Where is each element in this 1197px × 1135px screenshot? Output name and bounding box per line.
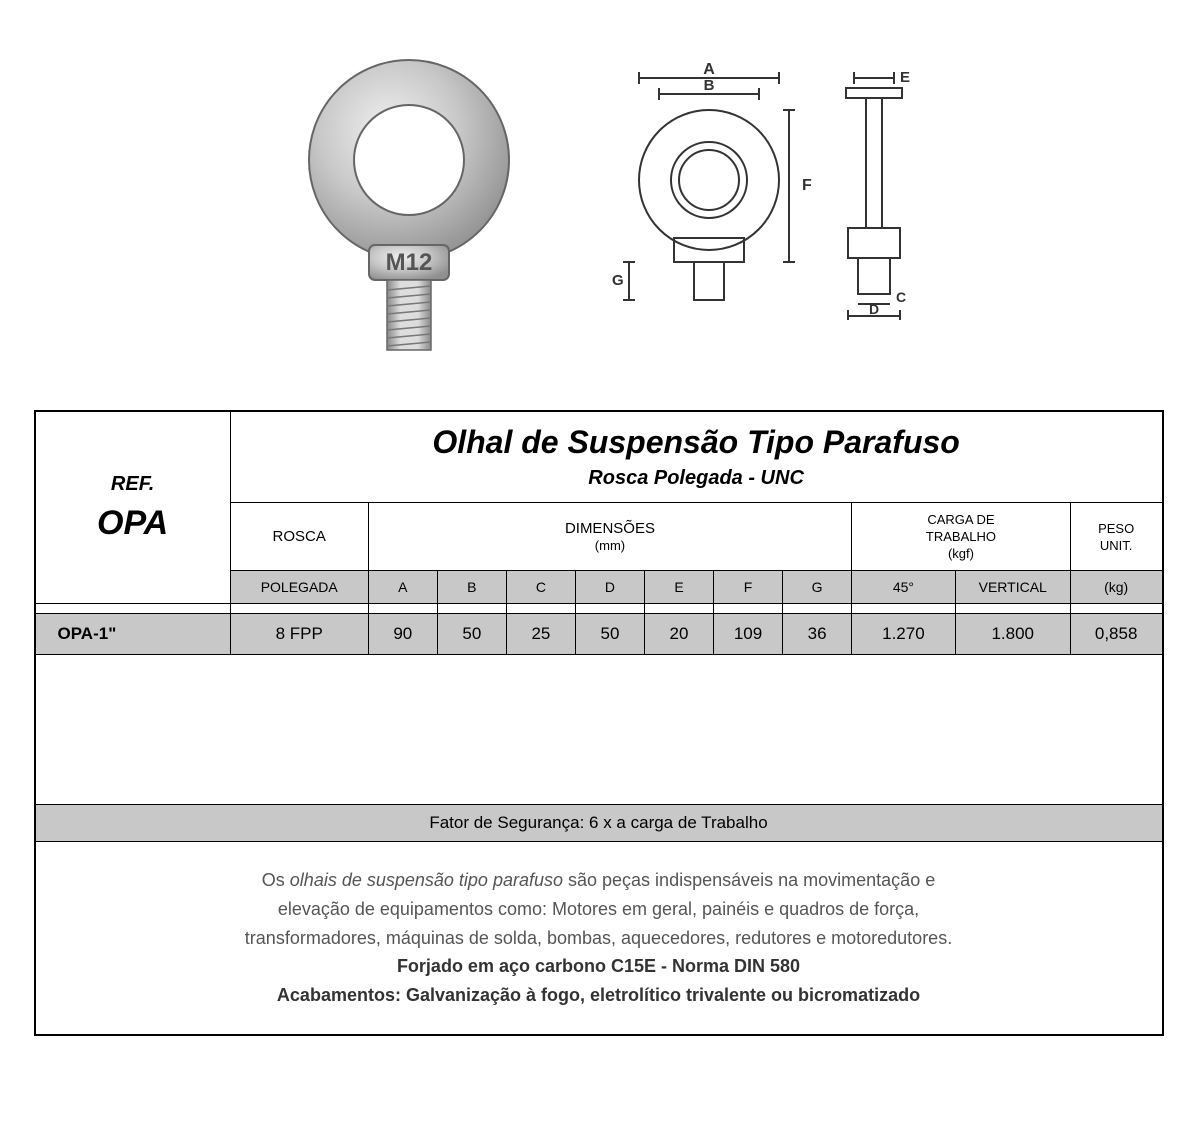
- technical-drawing: A B F G: [604, 60, 924, 320]
- subh-E: E: [644, 571, 713, 604]
- subh-vertical: VERTICAL: [955, 571, 1070, 604]
- cell-vert: 1.800: [955, 614, 1070, 655]
- subh-45: 45°: [852, 571, 956, 604]
- description-row: Os olhais de suspensão tipo parafuso são…: [35, 842, 1163, 1035]
- ref-label: REF.: [46, 473, 220, 496]
- desc-line1a: Os: [262, 870, 290, 890]
- svg-text:B: B: [703, 77, 714, 94]
- cell-peso: 0,858: [1070, 614, 1162, 655]
- product-photo: M12: [274, 40, 544, 360]
- photo-marking: M12: [385, 249, 432, 276]
- svg-text:F: F: [802, 177, 812, 194]
- product-title: Olhal de Suspensão Tipo Parafuso: [243, 424, 1150, 461]
- cell-A: 90: [368, 614, 437, 655]
- desc-line5: Acabamentos: Galvanização à fogo, eletro…: [277, 985, 920, 1005]
- desc-line1b: olhais de suspensão tipo parafuso: [290, 870, 563, 890]
- subh-B: B: [437, 571, 506, 604]
- cell-C: 25: [506, 614, 575, 655]
- desc-line2: elevação de equipamentos como: Motores e…: [278, 899, 919, 919]
- ref-cell: REF. OPA: [35, 411, 231, 604]
- subh-polegada: POLEGADA: [230, 571, 368, 604]
- cell-D: 50: [575, 614, 644, 655]
- ref-code: OPA: [46, 504, 220, 543]
- subh-C: C: [506, 571, 575, 604]
- svg-text:E: E: [900, 69, 910, 86]
- header-peso: PESO UNIT.: [1070, 503, 1162, 571]
- images-row: M12 A B: [20, 20, 1177, 380]
- subh-A: A: [368, 571, 437, 604]
- desc-line3: transformadores, máquinas de solda, bomb…: [245, 928, 952, 948]
- subh-D: D: [575, 571, 644, 604]
- safety-text: Fator de Segurança: 6 x a carga de Traba…: [35, 805, 1163, 842]
- safety-row: Fator de Segurança: 6 x a carga de Traba…: [35, 805, 1163, 842]
- spec-table: REF. OPA Olhal de Suspensão Tipo Parafus…: [34, 410, 1164, 1036]
- svg-text:G: G: [612, 272, 624, 289]
- subh-kg: (kg): [1070, 571, 1162, 604]
- cell-ref: OPA-1": [35, 614, 231, 655]
- cell-B: 50: [437, 614, 506, 655]
- cell-rosca: 8 FPP: [230, 614, 368, 655]
- svg-text:D: D: [868, 301, 878, 317]
- svg-text:A: A: [703, 61, 715, 78]
- svg-text:C: C: [896, 289, 906, 305]
- subh-F: F: [714, 571, 783, 604]
- header-dimensoes: DIMENSÕES (mm): [368, 503, 851, 571]
- subh-G: G: [783, 571, 852, 604]
- title-cell: Olhal de Suspensão Tipo Parafuso Rosca P…: [230, 411, 1162, 503]
- cell-G: 36: [783, 614, 852, 655]
- cell-F: 109: [714, 614, 783, 655]
- header-rosca: ROSCA: [230, 503, 368, 571]
- cell-E: 20: [644, 614, 713, 655]
- product-subtitle: Rosca Polegada - UNC: [243, 467, 1150, 490]
- desc-line1c: são peças indispensáveis na movimentação…: [563, 870, 935, 890]
- data-row: OPA-1" 8 FPP 90 50 25 50 20 109 36 1.270…: [35, 614, 1163, 655]
- empty-area-row: [35, 655, 1163, 805]
- desc-line4: Forjado em aço carbono C15E - Norma DIN …: [397, 956, 800, 976]
- cell-45: 1.270: [852, 614, 956, 655]
- spacer-row: [35, 604, 1163, 614]
- header-carga: CARGA DE TRABALHO (kgf): [852, 503, 1071, 571]
- description-cell: Os olhais de suspensão tipo parafuso são…: [35, 842, 1163, 1035]
